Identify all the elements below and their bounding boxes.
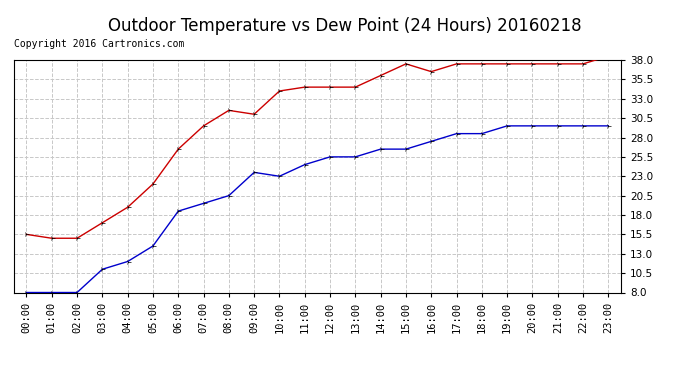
Text: Outdoor Temperature vs Dew Point (24 Hours) 20160218: Outdoor Temperature vs Dew Point (24 Hou…: [108, 17, 582, 35]
Text: Copyright 2016 Cartronics.com: Copyright 2016 Cartronics.com: [14, 39, 184, 50]
